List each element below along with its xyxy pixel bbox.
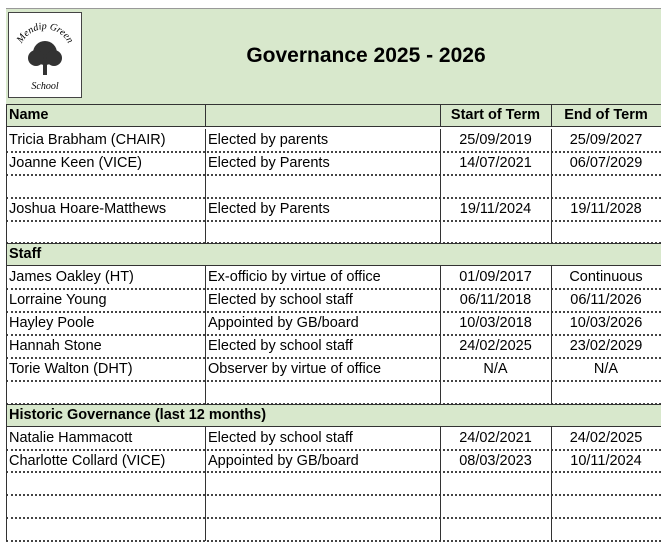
- row-divider: [6, 288, 661, 291]
- row-divider: [6, 311, 661, 314]
- date-cell: 25/09/2019: [459, 131, 532, 148]
- date-cell: 24/02/2025: [569, 429, 643, 446]
- page-title: Governance 2025 - 2026: [246, 44, 486, 67]
- column-header: Start of Term: [450, 107, 541, 123]
- row-divider: [6, 494, 661, 497]
- logo-bottom: School: [31, 81, 58, 92]
- column-border: [205, 104, 206, 127]
- section-header: [6, 403, 661, 427]
- date-cell: 08/03/2023: [459, 452, 532, 469]
- column-border: [551, 426, 552, 542]
- tree: [28, 41, 62, 75]
- date-cell: 24/02/2025: [459, 338, 532, 354]
- cell-text: Hayley Poole: [9, 315, 95, 332]
- cell-text: Charlotte Collard (VICE): [9, 452, 166, 469]
- column-border: [205, 426, 206, 542]
- column-border: [440, 266, 441, 404]
- row-divider: [6, 379, 661, 382]
- cell-text: Elected by Parents: [208, 154, 330, 171]
- date-cell: N/A: [593, 360, 619, 377]
- column-header: End of Term: [564, 107, 648, 123]
- date-cell: 24/02/2021: [459, 429, 532, 446]
- row-divider: [6, 334, 661, 336]
- row-divider: [6, 196, 661, 199]
- row-divider: [6, 448, 661, 451]
- row-divider: [6, 471, 661, 474]
- column-border: [440, 128, 441, 244]
- cell-text: Elected by parents: [208, 131, 329, 148]
- cell-text: Elected by school staff: [208, 338, 353, 354]
- cell-text: Torie Walton (DHT): [9, 360, 133, 377]
- column-header-row: [6, 104, 661, 127]
- logo-art: Mendip Green School: [14, 21, 75, 92]
- column-border: [205, 266, 206, 404]
- cell-text: Elected by school staff: [208, 429, 353, 446]
- cell-text: Hannah Stone: [9, 338, 102, 354]
- left-border: [6, 104, 7, 542]
- row-divider: [6, 173, 661, 176]
- date-cell: 25/09/2027: [569, 131, 643, 148]
- row-divider: [6, 219, 661, 222]
- date-cell: Continuous: [569, 269, 643, 286]
- date-cell: 06/07/2029: [569, 154, 643, 171]
- date-cell: 01/09/2017: [459, 269, 532, 286]
- column-border: [551, 266, 552, 404]
- column-border: [205, 128, 206, 244]
- cell-text: Appointed by GB/board: [208, 452, 359, 469]
- column-border: [440, 426, 441, 542]
- date-cell: 10/03/2018: [459, 315, 532, 332]
- column-border: [551, 128, 552, 244]
- row-divider: [6, 150, 661, 153]
- column-border: [440, 104, 441, 127]
- cell-text: Appointed by GB/board: [208, 315, 359, 332]
- cell-text: Elected by Parents: [208, 200, 330, 217]
- date-cell: 14/07/2021: [459, 154, 532, 171]
- cell-text: Natalie Hammacott: [9, 429, 133, 446]
- header-band: [6, 8, 661, 104]
- date-cell: N/A: [483, 360, 508, 377]
- cell-text: James Oakley (HT): [9, 269, 134, 286]
- cell-text: Lorraine Young: [9, 292, 107, 309]
- section-title: Staff: [9, 246, 42, 263]
- row-divider: [6, 517, 661, 520]
- row-divider: [6, 356, 661, 359]
- cell-text: Tricia Brabham (CHAIR): [9, 131, 166, 148]
- date-cell: 06/11/2018: [459, 292, 532, 309]
- section-header: [6, 243, 661, 267]
- cell-text: Elected by school staff: [208, 292, 353, 309]
- date-cell: 23/02/2029: [569, 338, 643, 354]
- cell-text: Ex-officio by virtue of office: [208, 269, 381, 286]
- cell-text: Joanne Keen (VICE): [9, 154, 142, 171]
- date-cell: 06/11/2026: [570, 292, 642, 309]
- date-cell: 10/03/2026: [569, 315, 643, 332]
- date-cell: 19/11/2024: [459, 200, 532, 217]
- cell-text: Observer by virtue of office: [208, 360, 382, 377]
- row-divider: [6, 540, 661, 542]
- column-border: [551, 104, 552, 127]
- column-header: Name: [9, 107, 49, 123]
- date-cell: 19/11/2028: [570, 200, 642, 217]
- logo: Mendip Green School: [8, 12, 82, 98]
- section-title: Historic Governance (last 12 months): [9, 406, 267, 423]
- date-cell: 10/11/2024: [570, 452, 642, 469]
- cell-text: Joshua Hoare-Matthews: [9, 200, 167, 217]
